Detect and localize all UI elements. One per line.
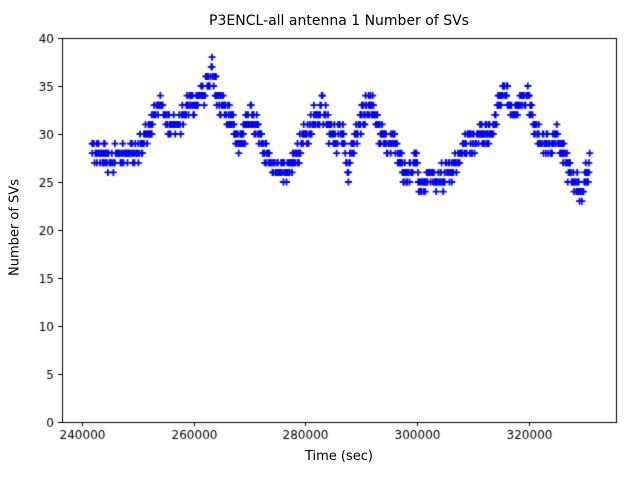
x-axis-label: Time (sec) — [304, 449, 373, 464]
y-axis-label: Number of SVs — [7, 179, 23, 276]
